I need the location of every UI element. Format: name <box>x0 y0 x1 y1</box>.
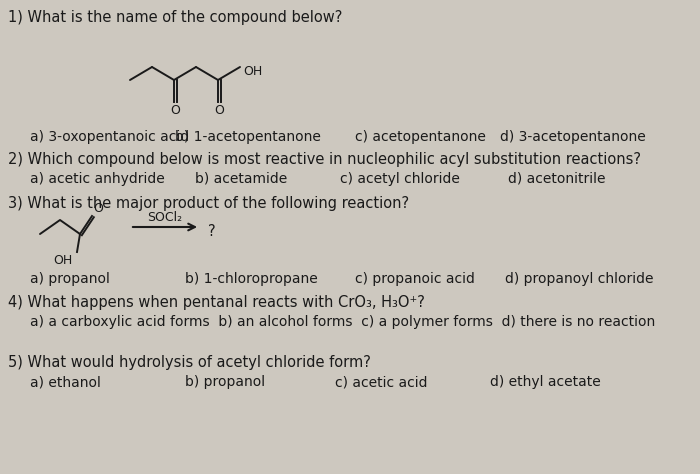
Text: a) propanol: a) propanol <box>30 272 110 286</box>
Text: b) 1-chloropropane: b) 1-chloropropane <box>185 272 318 286</box>
Text: d) propanoyl chloride: d) propanoyl chloride <box>505 272 654 286</box>
Text: d) acetonitrile: d) acetonitrile <box>508 172 606 186</box>
Text: 1) What is the name of the compound below?: 1) What is the name of the compound belo… <box>8 10 342 25</box>
Text: 3) What is the major product of the following reaction?: 3) What is the major product of the foll… <box>8 196 409 211</box>
Text: b) propanol: b) propanol <box>185 375 265 389</box>
Text: OH: OH <box>52 254 72 267</box>
Text: O: O <box>170 104 180 117</box>
Text: c) acetic acid: c) acetic acid <box>335 375 428 389</box>
Text: O: O <box>93 202 103 215</box>
Text: 5) What would hydrolysis of acetyl chloride form?: 5) What would hydrolysis of acetyl chlor… <box>8 355 371 370</box>
Text: a) 3-oxopentanoic acid: a) 3-oxopentanoic acid <box>30 130 189 144</box>
Text: OH: OH <box>243 64 262 78</box>
Text: SOCl₂: SOCl₂ <box>148 211 183 224</box>
Text: ?: ? <box>208 224 216 238</box>
Text: c) propanoic acid: c) propanoic acid <box>355 272 475 286</box>
Text: c) acetopentanone: c) acetopentanone <box>355 130 486 144</box>
Text: b) 1-acetopentanone: b) 1-acetopentanone <box>175 130 321 144</box>
Text: O: O <box>214 104 224 117</box>
Text: a) a carboxylic acid forms  b) an alcohol forms  c) a polymer forms  d) there is: a) a carboxylic acid forms b) an alcohol… <box>30 315 655 329</box>
Text: b) acetamide: b) acetamide <box>195 172 287 186</box>
Text: 4) What happens when pentanal reacts with CrO₃, H₃O⁺?: 4) What happens when pentanal reacts wit… <box>8 295 425 310</box>
Text: c) acetyl chloride: c) acetyl chloride <box>340 172 460 186</box>
Text: d) 3-acetopentanone: d) 3-acetopentanone <box>500 130 645 144</box>
Text: a) ethanol: a) ethanol <box>30 375 101 389</box>
Text: a) acetic anhydride: a) acetic anhydride <box>30 172 164 186</box>
Text: d) ethyl acetate: d) ethyl acetate <box>490 375 601 389</box>
Text: 2) Which compound below is most reactive in nucleophilic acyl substitution react: 2) Which compound below is most reactive… <box>8 152 641 167</box>
